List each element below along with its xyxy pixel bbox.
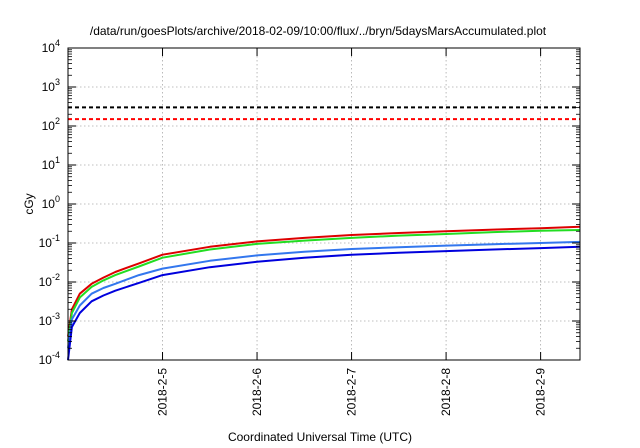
- y-tick-label-exponent: 2: [55, 116, 60, 126]
- y-tick-label-exponent: 3: [55, 77, 60, 87]
- y-tick-label: 101: [42, 155, 60, 172]
- reference-lines: [68, 106, 580, 121]
- x-tick-label: 2018-2-5: [156, 368, 170, 416]
- y-tick-label: 102: [42, 116, 60, 133]
- x-tick-labels: 2018-2-5 2018-2-6 2018-2-7 2018-2-8 2018-2-9: [156, 368, 548, 416]
- y-tick-label: 10-4: [39, 350, 60, 367]
- x-axis-label: Coordinated Universal Time (UTC): [228, 430, 412, 444]
- y-tick-label-exponent: -4: [52, 350, 60, 360]
- y-tick-label-exponent: 0: [55, 194, 60, 204]
- series-line: [67, 245, 581, 361]
- y-axis-label: cGy: [22, 193, 36, 214]
- axis-ticks: [68, 47, 580, 361]
- y-tick-label: 100: [42, 194, 60, 211]
- x-tick-label: 2018-2-7: [345, 368, 359, 416]
- series-line: [67, 240, 581, 349]
- grid: [68, 47, 580, 361]
- y-tick-label-base: 10: [39, 275, 53, 289]
- y-tick-label-exponent: -2: [52, 272, 60, 282]
- y-tick-label: 10-1: [39, 233, 60, 250]
- y-tick-label-base: 10: [42, 80, 56, 94]
- series-line: [67, 229, 581, 342]
- y-tick-label: 10-2: [39, 272, 60, 289]
- y-tick-label-exponent: 1: [55, 155, 60, 165]
- y-tick-label-base: 10: [42, 197, 56, 211]
- series-line: [67, 225, 581, 337]
- y-tick-label-exponent: -3: [52, 311, 60, 321]
- y-tick-label-base: 10: [42, 119, 56, 133]
- x-tick-label: 2018-2-6: [250, 368, 264, 416]
- x-tick-label: 2018-2-8: [439, 368, 453, 416]
- y-tick-label-base: 10: [39, 314, 53, 328]
- y-tick-label: 103: [42, 77, 60, 94]
- y-tick-label-exponent: -1: [52, 233, 60, 243]
- y-tick-label: 104: [42, 38, 60, 55]
- y-tick-label-base: 10: [39, 353, 53, 367]
- chart-title: /data/run/goesPlots/archive/2018-02-09/1…: [90, 24, 547, 38]
- y-tick-label-base: 10: [42, 41, 56, 55]
- series-group: [67, 225, 581, 361]
- y-tick-label-base: 10: [42, 158, 56, 172]
- x-tick-label: 2018-2-9: [534, 368, 548, 416]
- y-tick-label-base: 10: [39, 236, 53, 250]
- y-tick-label-exponent: 4: [55, 38, 60, 48]
- y-tick-label: 10-3: [39, 311, 60, 328]
